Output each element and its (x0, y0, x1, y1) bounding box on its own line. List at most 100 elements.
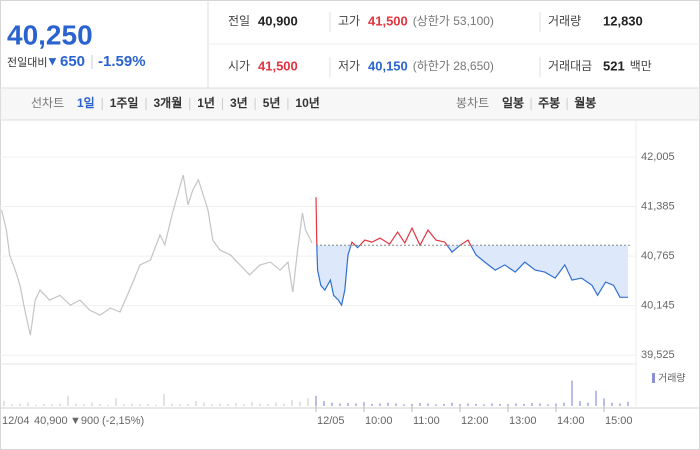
volume-bar (587, 402, 589, 406)
volume-bar (147, 403, 149, 406)
x-tick-label: 13:00 (509, 415, 537, 427)
volume-bar (323, 400, 325, 406)
tab[interactable]: 월봉 (574, 95, 596, 110)
volume-bar (515, 403, 517, 406)
stat-value: 521 (603, 58, 625, 73)
tab[interactable]: 주봉 (538, 96, 560, 110)
x-tick-label: 11:00 (413, 415, 440, 427)
volume-bar (563, 402, 565, 406)
y-tick-label: 40,145 (641, 300, 675, 312)
volume-bar (379, 403, 381, 406)
stat-note: (상한가 53,100) (413, 14, 494, 28)
stat-label: 거래량 (548, 14, 581, 28)
volume-bar (355, 403, 357, 406)
volume-bar (315, 395, 317, 406)
volume-bar (347, 403, 349, 406)
volume-bar (139, 404, 141, 406)
volume-bar (203, 402, 205, 406)
y-tick-label: 41,385 (641, 200, 675, 212)
volume-bar (27, 402, 29, 406)
prev-date: 12/04 (2, 415, 30, 427)
volume-bar (467, 403, 469, 406)
volume-bar (443, 403, 445, 406)
stat-value: 12,830 (603, 13, 643, 28)
volume-bar (579, 400, 581, 406)
volume-bar (195, 400, 197, 406)
tab[interactable]: 10년 (295, 96, 319, 110)
legend-swatch (652, 373, 655, 383)
volume-bar (387, 402, 389, 406)
volume-bar (19, 403, 21, 406)
volume-bar (131, 403, 133, 406)
stat-label: 저가 (338, 59, 360, 73)
tab-bar (0, 87, 700, 121)
volume-bar (475, 403, 477, 406)
area-fill (316, 245, 628, 306)
tab[interactable]: 일봉 (502, 96, 524, 110)
volume-bar (339, 403, 341, 406)
price-line (315, 197, 628, 307)
tab[interactable]: 1년 (197, 96, 215, 110)
volume-bar (451, 402, 453, 406)
change-label: 전일대비 (7, 55, 47, 69)
stat-value: 41,500 (368, 13, 408, 28)
volume-bar (171, 403, 173, 406)
volume-bar (259, 403, 261, 406)
volume-bar (211, 404, 213, 406)
tab[interactable]: 1일 (77, 96, 95, 110)
tab-group-label: 봉차트 (456, 96, 489, 110)
volume-bar (227, 403, 229, 406)
volume-bar (3, 400, 5, 406)
stat-label: 고가 (338, 14, 360, 28)
volume-bar (91, 402, 93, 406)
volume-bar (251, 402, 253, 406)
volume-bar (595, 390, 597, 406)
volume-bar (395, 403, 397, 406)
tab[interactable]: 3개월 (153, 95, 182, 110)
stat-unit: 백만 (630, 59, 652, 73)
volume-bar (35, 404, 37, 406)
volume-bar (603, 398, 605, 406)
volume-bar (555, 403, 557, 406)
y-tick-label: 39,525 (641, 349, 675, 361)
tab-group-label: 선차트 (31, 96, 64, 110)
volume-bar (275, 402, 277, 406)
change-arrow: ▼ (46, 53, 59, 68)
volume-bar (619, 403, 621, 406)
volume-bar (243, 404, 245, 406)
y-tick-label: 40,765 (641, 250, 675, 262)
y-tick-label: 42,005 (641, 151, 675, 163)
volume-bar (523, 403, 525, 406)
volume-bar (307, 398, 309, 406)
volume-bar (43, 403, 45, 406)
prev-change: ▼900 (70, 415, 99, 427)
volume-bar (419, 403, 421, 406)
volume-bar (403, 404, 405, 406)
volume-bar (483, 404, 485, 406)
volume-bar (123, 404, 125, 406)
volume-bar (155, 404, 157, 406)
price-line (1, 174, 313, 336)
tab[interactable]: 1주일 (110, 96, 139, 110)
tab[interactable]: 3년 (230, 96, 248, 110)
volume-bar (163, 394, 165, 406)
x-tick-label: 15:00 (605, 415, 633, 427)
volume-bar (179, 404, 181, 406)
volume-bar (83, 404, 85, 406)
volume-bar (107, 404, 109, 406)
price: 40,250 (7, 19, 93, 50)
volume-bar (99, 403, 101, 406)
volume-bar (219, 403, 221, 406)
volume-bar (11, 404, 13, 406)
stat-label: 전일 (228, 14, 250, 28)
stat-label: 시가 (228, 59, 250, 73)
volume-bar (267, 403, 269, 406)
prev-close: 40,900 (34, 415, 68, 427)
volume-bar (411, 403, 413, 406)
tab[interactable]: 5년 (263, 96, 281, 110)
volume-bar (611, 402, 613, 406)
stat-note: (하한가 28,650) (413, 59, 494, 73)
legend-label: 거래량 (658, 373, 686, 385)
x-tick-label: 12:00 (461, 415, 489, 427)
